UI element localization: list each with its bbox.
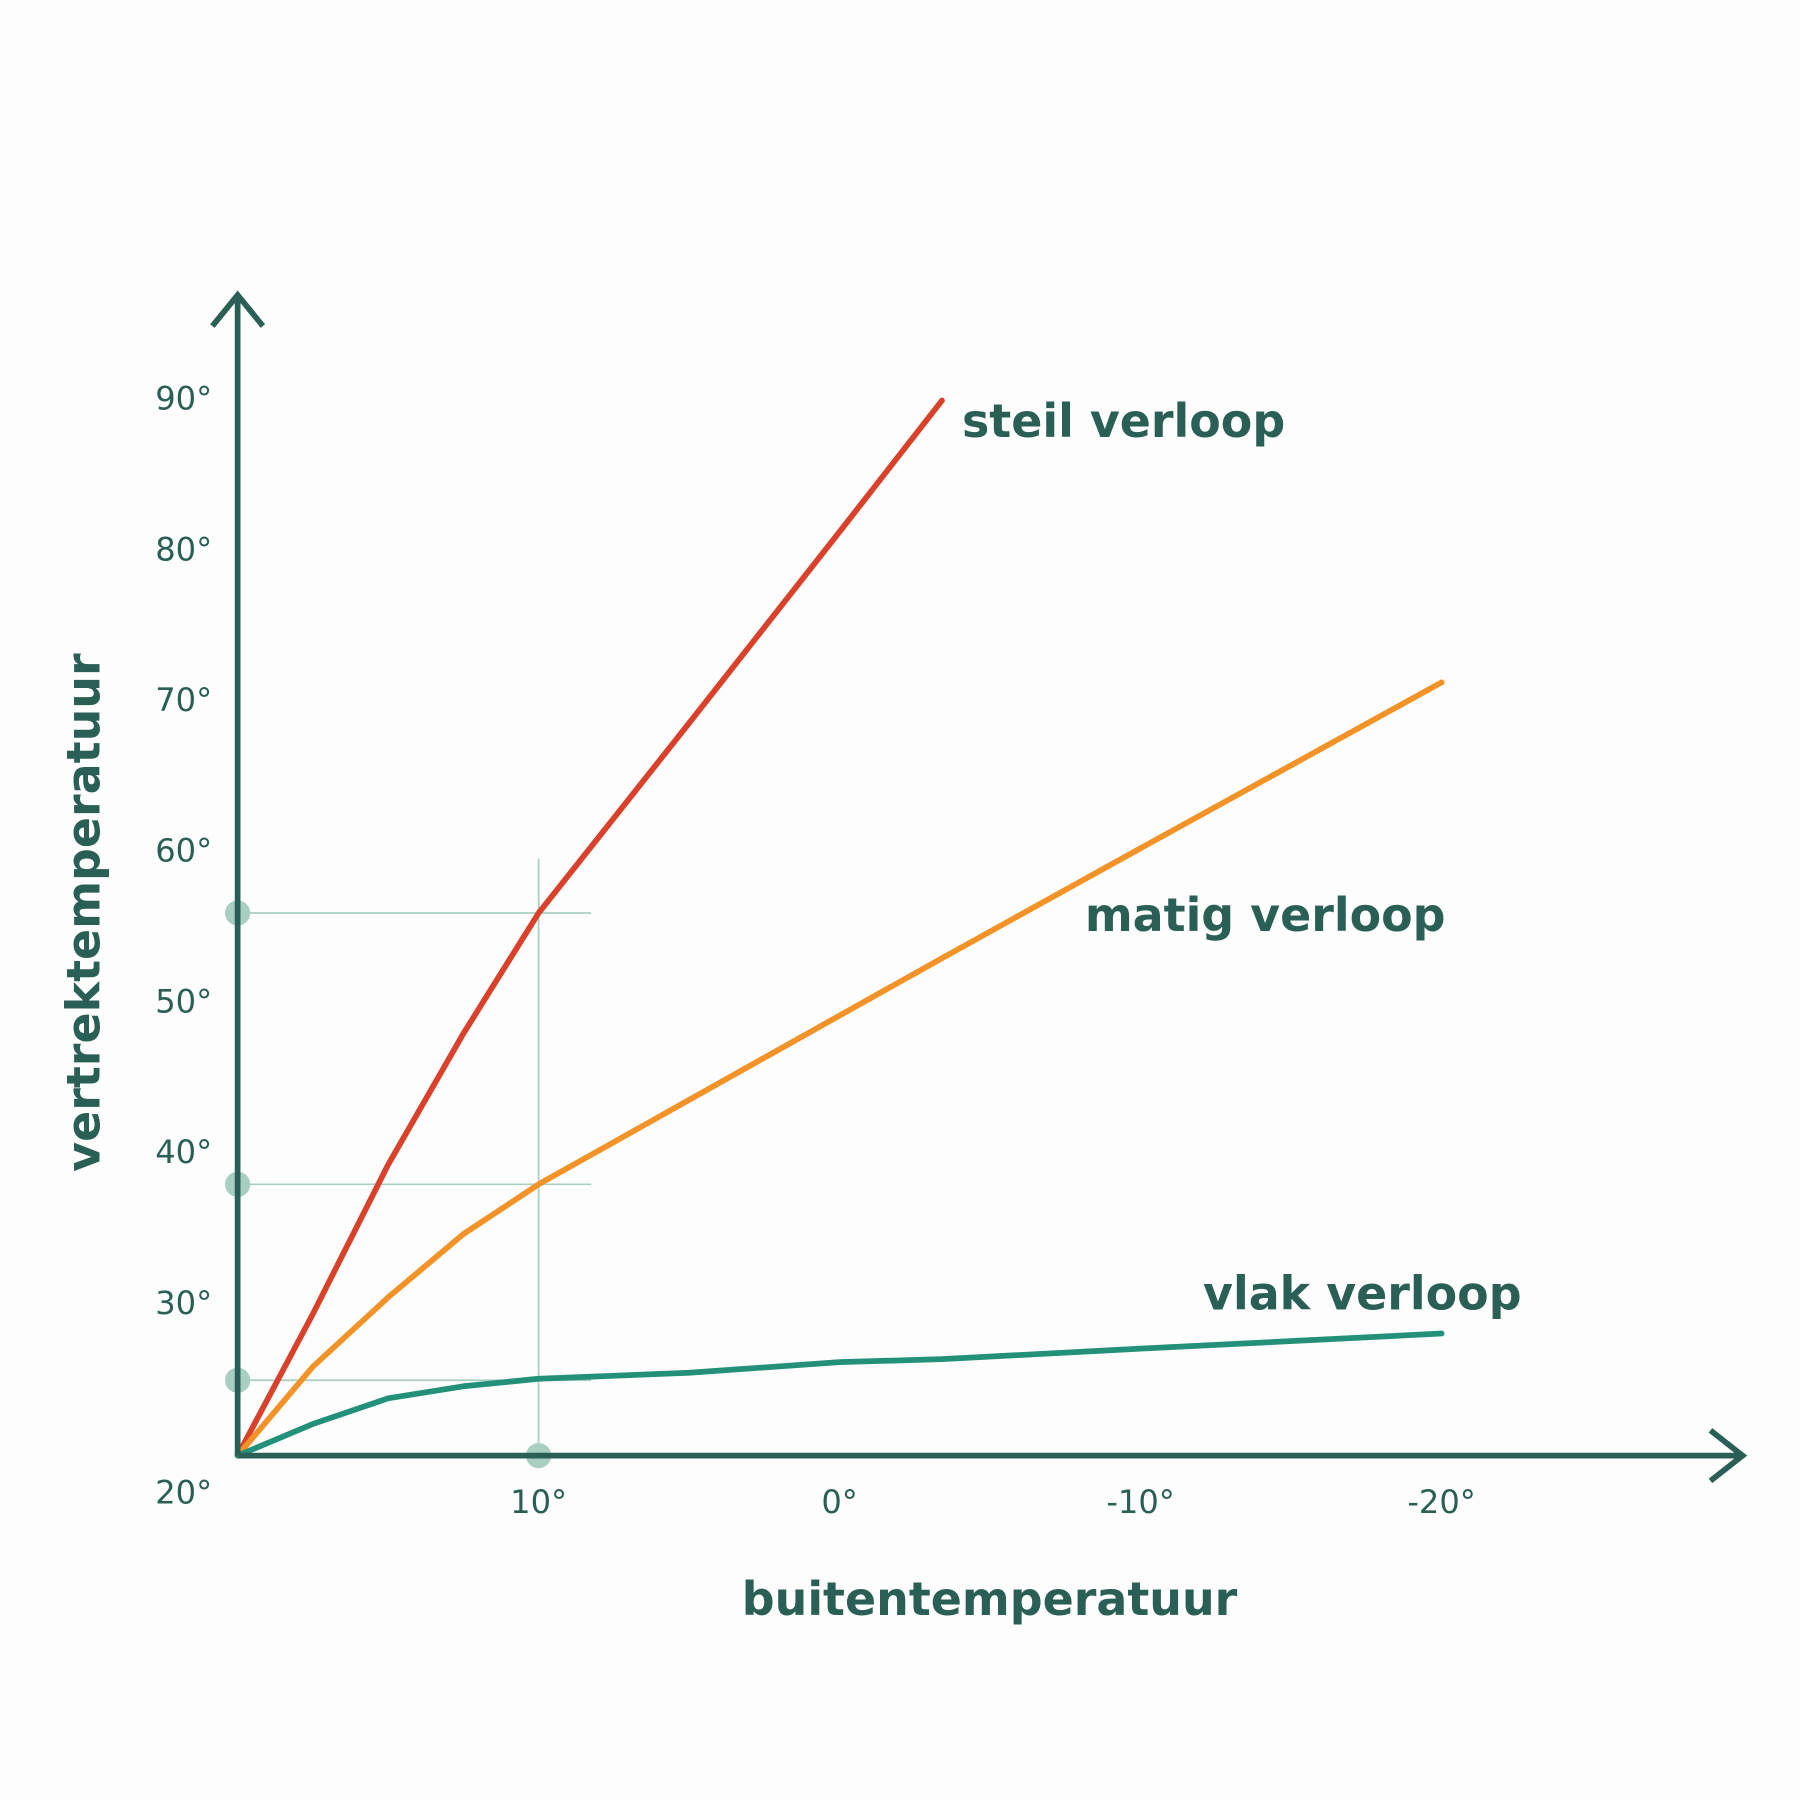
y-tick-label: 40° [155,1133,212,1171]
series-label: vlak verloop [1203,1267,1522,1321]
x-axis [237,1428,1748,1484]
series-label: matig verloop [1085,888,1446,942]
series-line [234,679,1445,1459]
x-tick-label: -20° [1407,1483,1476,1521]
y-tick-label: 60° [155,832,212,870]
y-tick-label: 80° [155,530,212,568]
series-label: steil verloop [962,394,1285,448]
y-tick-label: 20° [155,1474,212,1512]
series-line [234,1330,1445,1459]
guides [225,858,592,1469]
y-tick-label: 30° [155,1284,212,1322]
plot [234,397,1445,1459]
y-tick-label: 90° [155,380,212,418]
y-axis-title: vertrektemperatuur [57,653,111,1172]
x-axis-title: buitentemperatuur [742,1572,1238,1626]
y-tick-label: 70° [155,681,212,719]
x-tick-label: 0° [821,1483,858,1521]
y-tick-label: 50° [155,982,212,1020]
x-tick-label: 10° [510,1483,567,1521]
x-tick-label: -10° [1106,1483,1175,1521]
series-line [234,397,945,1459]
y-axis [210,290,266,1456]
